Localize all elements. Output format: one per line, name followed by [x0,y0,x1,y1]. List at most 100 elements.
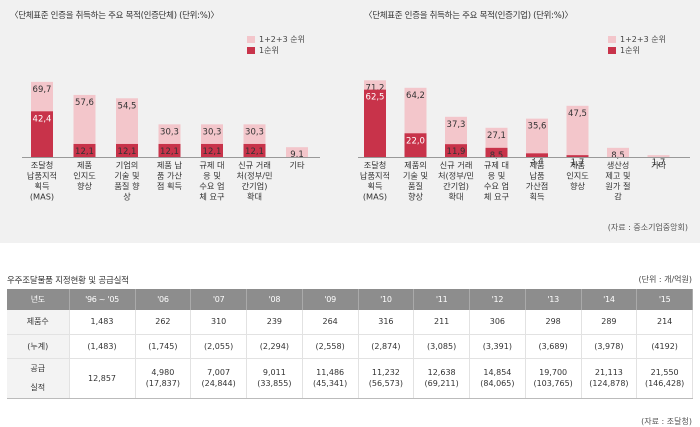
category-label: 기업의 [116,160,139,170]
category-label: 점 획득 [157,181,183,191]
row-label: 제품수 [7,310,70,335]
left-chart-legend: 1+2+3 순위 1순위 [247,34,305,56]
table-cell: 214 [636,310,693,335]
cell-value: 11,232 [371,368,400,377]
category-label: 신규 거래 [440,160,473,170]
bar-first [73,143,96,157]
bar-first [364,89,386,157]
data-label-total: 1,7 [652,158,666,168]
col-header: '11 [413,289,470,310]
category-label: 기타 [289,160,305,170]
legend-item-total: 1+2+3 순위 [608,34,666,45]
category-label: 수요 업 [199,181,224,191]
bar-first [526,153,548,157]
category-label: 품 가산 [157,171,183,181]
table-cell: 14,854 (84,065) [469,358,526,399]
data-label-total: 35,6 [528,122,547,132]
category-label: 처(정부/민 [438,171,474,181]
category-label: 체 요구 [484,192,510,202]
table-cell: (3,391) [469,334,526,359]
category-label: 인지도 [566,171,589,181]
data-label-first: 22,0 [406,136,425,146]
table-cell: 264 [302,310,359,335]
table-cell: 211 [413,310,470,335]
col-header: '07 [190,289,247,310]
cell-subvalue: (56,573) [368,379,403,388]
category-label: 향상 [77,181,93,191]
category-label: (MAS) [363,192,387,202]
data-label-first: 12,1 [245,147,264,157]
category-label: 품질 향 [114,181,140,191]
cell-value: 7,007 [207,368,231,377]
table-row-products: 제품수 1,483 262 310 239 264 316 211 306 29… [7,310,693,335]
table-title: 우주조달물품 지정현황 및 공급실적 [7,276,129,286]
data-label-total: 30,3 [245,127,264,137]
cell-subvalue: (24,844) [201,379,236,388]
bar-first [445,144,467,157]
cell-value: 12,638 [427,368,456,377]
bar-first [201,143,223,157]
category-label: 기술 및 [114,171,139,181]
table-cell: 298 [525,310,582,335]
data-label-total: 47,5 [568,109,587,119]
category-label: 기술 및 [403,171,428,181]
row-label-bottom: 실적 [30,383,46,392]
bar-total [566,105,589,157]
legend-label-total: 1+2+3 순위 [620,35,666,44]
category-label: 조달청 [364,160,387,170]
category-label: 수요 업 [484,181,509,191]
data-label-total: 54,5 [118,101,137,111]
table-cell: (2,055) [190,334,247,359]
category-label: 생산성 [607,160,630,170]
cell-subvalue: (124,878) [589,379,629,388]
table-row-cumulative: (누계) (1,483) (1,745) (2,055) (2,294) (2,… [7,334,693,359]
category-label: 획득 [34,181,50,191]
table-source: (자료 : 조달청) [641,417,692,426]
table-cell: 306 [469,310,526,335]
category-label: 체 요구 [199,192,225,202]
bar-first [566,155,589,157]
table-cell: (3,085) [413,334,470,359]
col-header: '12 [469,289,526,310]
cell-subvalue: (17,837) [145,379,180,388]
category-label: 가산점 [526,181,549,191]
category-label: 향상 [570,181,586,191]
table-cell: 9,011 (33,855) [246,358,303,399]
legend-label-total: 1+2+3 순위 [259,35,305,44]
legend-swatch-first [608,47,616,54]
legend-label-first: 1순위 [259,46,279,55]
table-cell: 11,486 (45,341) [302,358,359,399]
table-cell: (2,294) [246,334,303,359]
table-cell: 19,700 (103,765) [525,358,582,399]
cell-value: 11,486 [316,368,345,377]
bar-first [243,143,266,157]
category-label: 원가 절 [605,181,630,191]
charts-panel: 〈단체표준 인증을 취득하는 주요 목적(인증단체) (단위:%)〉 1+2+3… [0,0,700,243]
table-cell: (3,689) [525,334,582,359]
bar-first [485,147,508,157]
table-cell: (2,558) [302,334,359,359]
category-label: 제품 [529,160,545,170]
legend-label-first: 1순위 [620,46,640,55]
col-header: '09 [302,289,359,310]
category-label: 신규 거래 [238,160,271,170]
col-header: '13 [525,289,582,310]
table-cell: (1,483) [69,334,136,359]
table-cell: 310 [190,310,247,335]
table-cell: (3,978) [581,334,638,359]
data-label-total: 71,2 [366,83,385,93]
bar-first [158,143,181,157]
category-label: 향상 [408,192,424,202]
category-label: 획득 [529,192,545,202]
category-label: 확대 [247,192,262,202]
category-label: 감 [614,192,622,202]
table-cell: 289 [581,310,638,335]
table-cell: 316 [358,310,415,335]
data-label-first: 42,4 [33,114,52,124]
col-header: 년도 [7,289,70,310]
legend-item-total: 1+2+3 순위 [247,34,305,45]
cell-subvalue: (103,765) [533,379,573,388]
category-label: 간기업) [443,181,469,191]
